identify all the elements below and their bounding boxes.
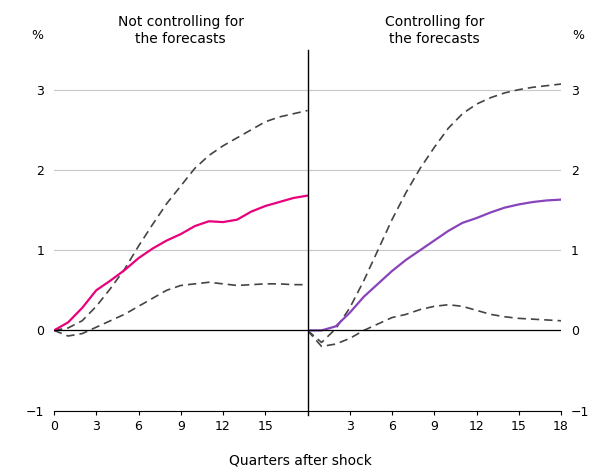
Text: %: % (572, 29, 584, 42)
Text: %: % (31, 29, 43, 42)
Text: Quarters after shock: Quarters after shock (229, 453, 371, 467)
Title: Not controlling for
the forecasts: Not controlling for the forecasts (118, 16, 244, 46)
Title: Controlling for
the forecasts: Controlling for the forecasts (385, 16, 484, 46)
